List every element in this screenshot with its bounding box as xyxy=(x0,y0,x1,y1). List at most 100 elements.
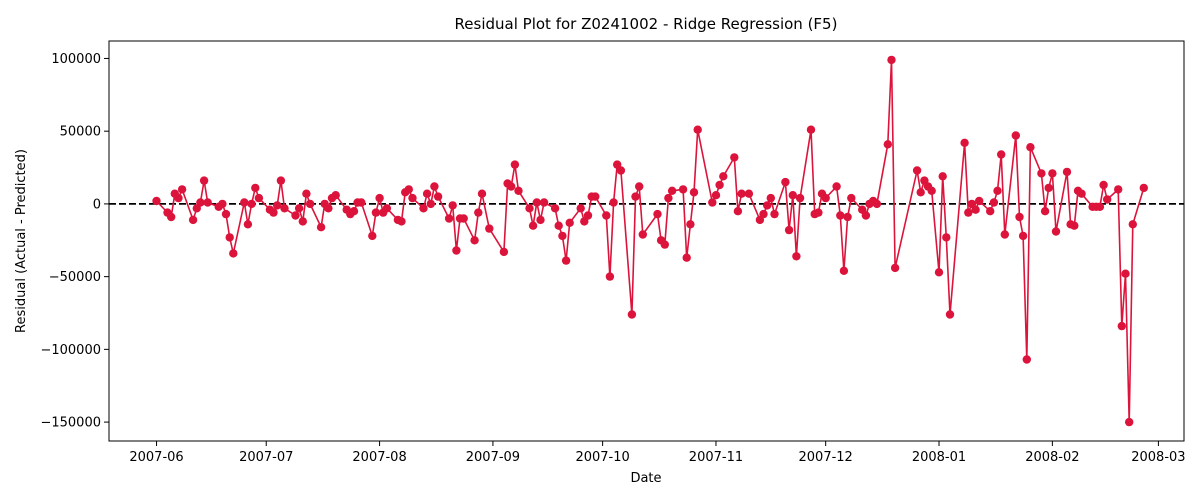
x-tick-label: 2007-12 xyxy=(799,450,853,465)
data-point xyxy=(890,263,900,273)
data-point xyxy=(188,215,198,225)
data-point xyxy=(1048,169,1057,178)
data-point xyxy=(243,220,253,229)
data-point xyxy=(229,249,238,258)
data-point xyxy=(324,204,333,213)
y-tick-label: 100000 xyxy=(51,52,101,67)
data-point xyxy=(843,212,852,222)
data-point xyxy=(430,182,439,191)
data-point xyxy=(419,204,428,213)
data-point xyxy=(375,193,384,203)
data-point xyxy=(1125,417,1134,427)
data-point xyxy=(1095,202,1105,211)
data-point xyxy=(528,221,538,230)
x-tick-label: 2007-07 xyxy=(239,450,293,465)
data-point xyxy=(177,185,187,194)
data-point xyxy=(561,256,571,265)
data-point xyxy=(433,192,443,201)
data-point xyxy=(477,189,487,198)
data-point xyxy=(763,201,772,210)
data-point xyxy=(770,209,779,219)
x-tick-label: 2007-10 xyxy=(575,450,629,465)
data-point xyxy=(719,172,728,181)
y-tick-label: −150000 xyxy=(40,416,101,431)
data-point xyxy=(1022,355,1031,364)
y-tick-label: −50000 xyxy=(49,270,101,285)
data-point xyxy=(448,201,457,210)
data-point xyxy=(1121,269,1130,278)
data-point xyxy=(781,177,790,187)
data-point xyxy=(711,191,721,200)
data-point xyxy=(872,199,882,209)
data-point xyxy=(616,166,626,175)
data-point xyxy=(550,204,560,213)
data-point xyxy=(832,182,841,191)
x-tick-label: 2008-02 xyxy=(1025,450,1079,465)
data-point xyxy=(887,55,896,65)
data-point xyxy=(964,208,973,217)
data-point xyxy=(883,140,892,149)
data-point xyxy=(269,208,278,217)
x-tick-label: 2007-08 xyxy=(352,450,406,465)
data-point xyxy=(916,188,925,197)
data-point xyxy=(459,214,468,223)
data-point xyxy=(474,208,483,217)
data-point xyxy=(814,208,823,217)
x-tick-label: 2007-11 xyxy=(689,450,743,465)
data-point xyxy=(1026,143,1035,152)
data-point xyxy=(795,193,805,203)
data-point xyxy=(927,186,936,195)
data-point xyxy=(744,189,754,198)
data-point xyxy=(945,310,955,319)
data-point xyxy=(664,193,673,203)
data-point xyxy=(408,193,417,203)
data-point xyxy=(349,207,359,216)
data-point xyxy=(1070,221,1079,230)
data-point xyxy=(247,199,256,209)
data-point xyxy=(912,166,922,175)
data-point xyxy=(1117,321,1127,331)
x-tick-label: 2007-06 xyxy=(129,450,183,465)
data-point xyxy=(682,253,691,262)
data-point xyxy=(1139,183,1149,193)
x-tick-label: 2008-03 xyxy=(1131,450,1185,465)
data-point xyxy=(199,176,209,185)
data-point xyxy=(693,125,702,134)
data-point xyxy=(689,188,699,197)
x-tick-label: 2008-01 xyxy=(912,450,966,465)
data-point xyxy=(1099,180,1108,190)
data-point xyxy=(452,246,461,255)
data-point xyxy=(357,198,366,207)
data-point xyxy=(847,193,856,203)
data-point xyxy=(316,223,326,232)
data-point xyxy=(759,209,768,219)
data-point xyxy=(218,199,227,209)
data-point xyxy=(273,201,282,210)
data-point xyxy=(1114,185,1123,194)
data-point xyxy=(667,186,677,195)
y-tick-label: −100000 xyxy=(40,343,101,358)
data-point xyxy=(938,172,947,181)
x-axis: 2007-06 2007-07 2007-08 2007-09 2007-10 2007-… xyxy=(129,441,1186,465)
data-point xyxy=(558,231,567,241)
x-tick-label: 2007-09 xyxy=(466,450,520,465)
data-point xyxy=(536,215,545,225)
data-point xyxy=(371,208,381,217)
data-point xyxy=(382,204,392,213)
y-axis-title: Residual (Actual - Predicted) xyxy=(14,149,29,333)
data-point xyxy=(1062,167,1072,177)
data-point xyxy=(1018,231,1028,241)
data-point xyxy=(291,211,300,220)
data-point xyxy=(525,204,534,213)
data-point xyxy=(627,310,637,319)
data-point xyxy=(576,204,585,213)
data-point xyxy=(730,153,739,162)
data-point xyxy=(635,182,644,191)
data-point xyxy=(733,207,743,216)
data-point xyxy=(591,192,600,201)
data-point xyxy=(404,185,413,194)
x-axis-title: Date xyxy=(630,471,661,486)
data-point xyxy=(280,204,289,213)
data-point xyxy=(294,204,304,213)
data-point xyxy=(653,209,662,219)
